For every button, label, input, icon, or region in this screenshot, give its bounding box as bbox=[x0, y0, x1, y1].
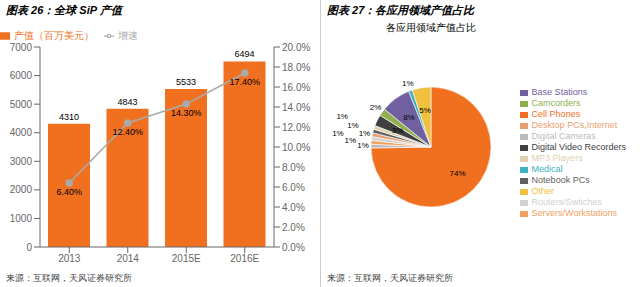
svg-text:2%: 2% bbox=[370, 103, 382, 112]
html-text:各应用领域产值占比: 各应用领域产值占比 bbox=[386, 22, 476, 33]
svg-text:1%: 1% bbox=[336, 112, 348, 121]
svg-text:12.0%: 12.0% bbox=[282, 122, 310, 133]
html-text:MP3 Players: MP3 Players bbox=[531, 153, 583, 163]
svg-text:5%: 5% bbox=[419, 106, 431, 115]
svg-text:10.0%: 10.0% bbox=[282, 142, 310, 153]
svg-text:7000: 7000 bbox=[10, 42, 33, 53]
html-text:增速: 增速 bbox=[118, 30, 138, 41]
html-text:Notebook PCs: Notebook PCs bbox=[531, 175, 590, 185]
svg-text:1%: 1% bbox=[347, 121, 359, 130]
svg-text:4843: 4843 bbox=[117, 97, 137, 107]
svg-text:1%: 1% bbox=[357, 141, 369, 150]
svg-text:1000: 1000 bbox=[10, 213, 33, 224]
svg-text:1%: 1% bbox=[359, 129, 371, 138]
html-text:Other: Other bbox=[531, 186, 555, 196]
html-text:Routers/Switches: Routers/Switches bbox=[531, 197, 602, 207]
svg-text:1%: 1% bbox=[332, 129, 344, 138]
html-text:Medical: Medical bbox=[531, 164, 563, 174]
svg-text:17.40%: 17.40% bbox=[229, 77, 260, 87]
html-text:Servers/Workstations: Servers/Workstations bbox=[531, 208, 617, 218]
html-text:Digital Video Recorders: Digital Video Recorders bbox=[531, 142, 626, 152]
svg-text:3%: 3% bbox=[392, 126, 404, 135]
html-text:图表 27：各应用领域产值占比: 图表 27：各应用领域产值占比 bbox=[327, 4, 475, 16]
svg-text:1%: 1% bbox=[344, 136, 356, 145]
html-text:图表 26：全球 SiP 产值: 图表 26：全球 SiP 产值 bbox=[6, 4, 122, 16]
svg-text:6494: 6494 bbox=[234, 49, 254, 59]
svg-text:18.0%: 18.0% bbox=[282, 62, 310, 73]
svg-text:12.40%: 12.40% bbox=[112, 127, 143, 137]
svg-text:4000: 4000 bbox=[10, 127, 33, 138]
html-text:Desktop PCs,Internet: Desktop PCs,Internet bbox=[531, 120, 618, 130]
svg-text:4.0%: 4.0% bbox=[282, 202, 305, 213]
svg-text:0.0%: 0.0% bbox=[282, 242, 305, 253]
html-text:来源：互联网，天风证券研究所: 来源：互联网，天风证券研究所 bbox=[327, 273, 453, 283]
svg-text:20.0%: 20.0% bbox=[282, 42, 310, 53]
svg-text:2.0%: 2.0% bbox=[282, 222, 305, 233]
svg-text:14.30%: 14.30% bbox=[171, 108, 202, 118]
svg-text:14.0%: 14.0% bbox=[282, 102, 310, 113]
html-text:Camcorders: Camcorders bbox=[531, 98, 581, 108]
html-text:Cell Phones: Cell Phones bbox=[531, 109, 581, 119]
html-text:Base Stations: Base Stations bbox=[531, 87, 588, 97]
svg-text:74%: 74% bbox=[450, 169, 466, 178]
svg-text:2000: 2000 bbox=[10, 184, 33, 195]
svg-text:2016E: 2016E bbox=[230, 253, 259, 264]
svg-text:5533: 5533 bbox=[176, 77, 196, 87]
html-text:产值（百万美元）: 产值（百万美元） bbox=[14, 30, 94, 41]
svg-text:4310: 4310 bbox=[59, 112, 79, 122]
html-text:来源：互联网，天风证券研究所: 来源：互联网，天风证券研究所 bbox=[6, 273, 132, 283]
html-text:Digital Cameras: Digital Cameras bbox=[531, 131, 596, 141]
svg-text:16.0%: 16.0% bbox=[282, 82, 310, 93]
svg-text:6.40%: 6.40% bbox=[56, 187, 82, 197]
svg-text:6.0%: 6.0% bbox=[282, 182, 305, 193]
svg-text:5000: 5000 bbox=[10, 99, 33, 110]
svg-text:2013: 2013 bbox=[58, 253, 81, 264]
svg-text:0: 0 bbox=[26, 242, 32, 253]
svg-text:2015E: 2015E bbox=[172, 253, 201, 264]
svg-text:1%: 1% bbox=[402, 79, 414, 88]
svg-text:8%: 8% bbox=[403, 113, 415, 122]
svg-text:3000: 3000 bbox=[10, 156, 33, 167]
svg-text:8.0%: 8.0% bbox=[282, 162, 305, 173]
svg-text:6000: 6000 bbox=[10, 70, 33, 81]
svg-text:2014: 2014 bbox=[117, 253, 140, 264]
